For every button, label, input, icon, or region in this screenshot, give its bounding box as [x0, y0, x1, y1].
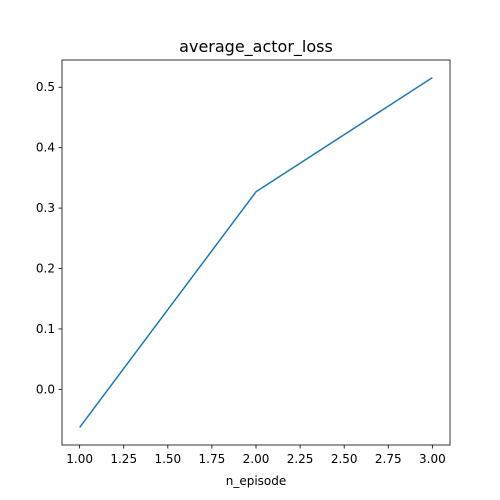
y-axis: 0.0 0.1 0.2 0.3 0.4 0.5	[36, 80, 62, 396]
y-tick-label: 0.1	[36, 322, 55, 336]
x-tick-label: 1.50	[154, 452, 181, 466]
x-axis: 1.00 1.25 1.50 1.75 2.00 2.25 2.50 2.75 3.00	[66, 445, 446, 466]
x-tick-label: 1.25	[110, 452, 137, 466]
x-tick-label: 2.00	[243, 452, 270, 466]
y-tick-label: 0.2	[36, 262, 55, 276]
x-tick-label: 2.50	[331, 452, 358, 466]
x-tick-label: 3.00	[419, 452, 446, 466]
plot-area: 1.00 1.25 1.50 1.75 2.00 2.25 2.50 2.75 3.00 0.0…	[36, 59, 451, 466]
y-tick-label: 0.5	[36, 80, 55, 94]
x-tick-label: 1.00	[66, 452, 93, 466]
series-line	[79, 76, 433, 428]
chart-title: average_actor_loss	[179, 37, 333, 57]
x-tick-label: 2.25	[287, 452, 314, 466]
series-group	[79, 76, 433, 428]
y-tick-label: 0.3	[36, 201, 55, 215]
y-tick-label: 0.0	[36, 382, 55, 396]
x-tick-label: 2.75	[375, 452, 402, 466]
y-tick-label: 0.4	[36, 141, 55, 155]
x-axis-label: n_episode	[226, 474, 287, 488]
x-tick-label: 1.75	[199, 452, 226, 466]
